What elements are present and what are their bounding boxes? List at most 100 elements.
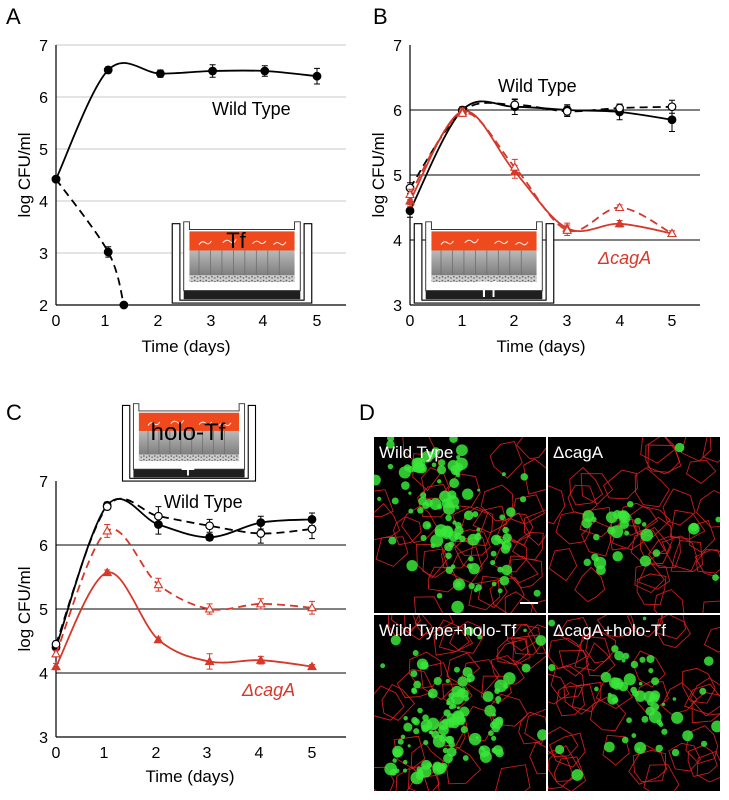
cell-junction-3-29 bbox=[656, 615, 691, 648]
cell-junction-0-19 bbox=[417, 483, 454, 518]
cell-junction-2-14 bbox=[420, 662, 454, 701]
cell-junction-3-30 bbox=[689, 677, 720, 716]
bacteria-cluster-2-45 bbox=[433, 676, 442, 686]
bacteria-cluster-2-46 bbox=[397, 738, 404, 745]
bacteria-cluster-3-51 bbox=[682, 730, 694, 742]
bacteria-cluster-2-23 bbox=[400, 734, 406, 740]
panel-a-series-1-line bbox=[55, 178, 125, 305]
panel-c-wild-type-label: Wild Type bbox=[164, 492, 243, 512]
panel-a-series-0-point-5 bbox=[312, 71, 322, 81]
panel-c-series-3-point-2 bbox=[153, 634, 164, 644]
panel-c-xtick-3: 3 bbox=[203, 745, 212, 762]
panel-a-series-0-point-2 bbox=[155, 69, 165, 78]
bacteria-cluster-0-83 bbox=[430, 543, 436, 549]
bacteria-cluster-0-102 bbox=[429, 498, 442, 510]
cell-junction-0-28 bbox=[523, 509, 546, 547]
bacteria-cluster-3-32 bbox=[614, 650, 624, 661]
cell-junction-0-25 bbox=[489, 577, 525, 613]
panel-b-series-3-line bbox=[409, 112, 673, 235]
cell-junction-3-15 bbox=[548, 745, 584, 782]
bacteria-cluster-2-42 bbox=[465, 626, 474, 636]
bacteria-cluster-0-48 bbox=[436, 592, 443, 599]
panel-a-x-title: Time (days) bbox=[141, 337, 230, 356]
cell-junction-3-36 bbox=[556, 681, 585, 717]
cell-junction-0-20 bbox=[448, 546, 483, 584]
bacteria-cluster-2-58 bbox=[456, 706, 460, 710]
bacteria-cluster-2-89 bbox=[492, 745, 504, 756]
cell-junction-1-9 bbox=[548, 485, 566, 525]
cell-junction-0-9 bbox=[492, 536, 527, 573]
panel-a-gridlines bbox=[56, 44, 346, 254]
cell-junction-2-23 bbox=[404, 615, 433, 641]
bacteria-cluster-3-28 bbox=[604, 741, 615, 753]
micrograph-cagA: ΔcagA bbox=[548, 437, 720, 613]
panel-b-xtick-3: 3 bbox=[563, 313, 572, 330]
panel-b-ytick-6: 6 bbox=[393, 103, 402, 120]
bacteria-cluster-3-49 bbox=[614, 681, 621, 688]
panel-c-gridlines bbox=[56, 544, 346, 674]
cell-junction-2-8 bbox=[442, 683, 473, 710]
panel-b-ytick-5: 5 bbox=[393, 168, 402, 185]
bacteria-cluster-0-37 bbox=[472, 511, 479, 518]
bacteria-cluster-0-81 bbox=[391, 497, 399, 505]
bacteria-cluster-1-25 bbox=[583, 558, 591, 567]
cell-junction-1-15 bbox=[696, 549, 720, 574]
bacteria-cluster-2-98 bbox=[494, 688, 501, 694]
cell-junction-1-16 bbox=[639, 526, 672, 565]
cell-junction-0-14 bbox=[375, 536, 409, 567]
panel-b-mutant-label: ΔcagA bbox=[597, 248, 651, 268]
bacteria-cluster-2-20 bbox=[535, 635, 546, 646]
bacteria-cluster-0-65 bbox=[468, 556, 474, 562]
panel-b-series-1-point-5 bbox=[667, 102, 677, 112]
bacteria-cluster-3-20 bbox=[631, 733, 637, 738]
cell-junction-0-33 bbox=[459, 506, 494, 547]
bacteria-cluster-0-12 bbox=[420, 534, 427, 541]
panel-c-series-1-line bbox=[55, 497, 313, 645]
bacteria-cluster-3-24 bbox=[548, 663, 556, 672]
panel-a: A 7 6 5 4 3 2 0 1 2 3 4 5 Time (days) lo… bbox=[6, 4, 346, 356]
bacteria-cluster-0-44 bbox=[455, 522, 462, 529]
panel-b-series-0-point-5 bbox=[667, 115, 677, 125]
panel-c-series-1-point-0 bbox=[51, 639, 61, 649]
cell-junction-3-26 bbox=[596, 615, 637, 638]
bacteria-cluster-0-33 bbox=[417, 507, 424, 514]
bacteria-cluster-3-27 bbox=[555, 744, 565, 755]
panel-b-series-0-point-0 bbox=[405, 206, 415, 216]
cell-junction-0-11 bbox=[392, 516, 422, 546]
panel-d-letter: D bbox=[359, 400, 375, 425]
panel-c-series-2-point-4 bbox=[255, 598, 266, 608]
cell-junction-0-17 bbox=[530, 599, 546, 613]
bacteria-cluster-0-52 bbox=[377, 496, 382, 501]
panel-a-series-1-point-0 bbox=[51, 174, 61, 184]
bacteria-cluster-0-50 bbox=[449, 478, 460, 489]
bacteria-cluster-3-34 bbox=[611, 645, 619, 653]
bacteria-cluster-2-12 bbox=[390, 635, 401, 646]
panel-c-ytick-5: 5 bbox=[39, 602, 48, 619]
bacteria-cluster-3-35 bbox=[642, 616, 647, 621]
panel-a-ytick-2: 2 bbox=[39, 298, 48, 315]
bacteria-cluster-0-38 bbox=[490, 550, 497, 557]
panel-a-plot bbox=[51, 62, 322, 310]
bacteria-cluster-0-79 bbox=[449, 437, 458, 444]
bacteria-cluster-0-46 bbox=[431, 447, 440, 456]
panel-c-series-3-point-0 bbox=[51, 661, 61, 671]
cell-junction-3-0 bbox=[627, 615, 663, 638]
micrograph-wild-type-holo-tf: Wild Type+holo-Tf bbox=[374, 615, 546, 791]
panel-a-series-0-point-3 bbox=[208, 66, 218, 76]
panel-c-series-3-point-3 bbox=[204, 656, 215, 666]
bacteria-cluster-3-18 bbox=[699, 687, 707, 695]
panel-c-xtick-5: 5 bbox=[308, 745, 317, 762]
bacteria-cluster-2-67 bbox=[438, 724, 449, 736]
cell-junction-1-19 bbox=[574, 566, 606, 603]
panel-c-series-3-point-5 bbox=[307, 661, 317, 671]
panel-a-xtick-3: 3 bbox=[207, 313, 216, 330]
bacteria-cluster-0-68 bbox=[501, 472, 506, 477]
panel-c-ytick-3: 3 bbox=[39, 730, 48, 747]
panel-c-y-title: log CFU/ml bbox=[15, 566, 34, 651]
bacteria-cluster-1-16 bbox=[652, 549, 661, 557]
panel-a-inset-label: Tf bbox=[226, 228, 246, 253]
bacteria-cluster-2-71 bbox=[407, 744, 411, 748]
bacteria-cluster-3-47 bbox=[672, 697, 677, 701]
bacteria-cluster-3-14 bbox=[646, 654, 655, 664]
bacteria-cluster-3-38 bbox=[638, 681, 643, 686]
